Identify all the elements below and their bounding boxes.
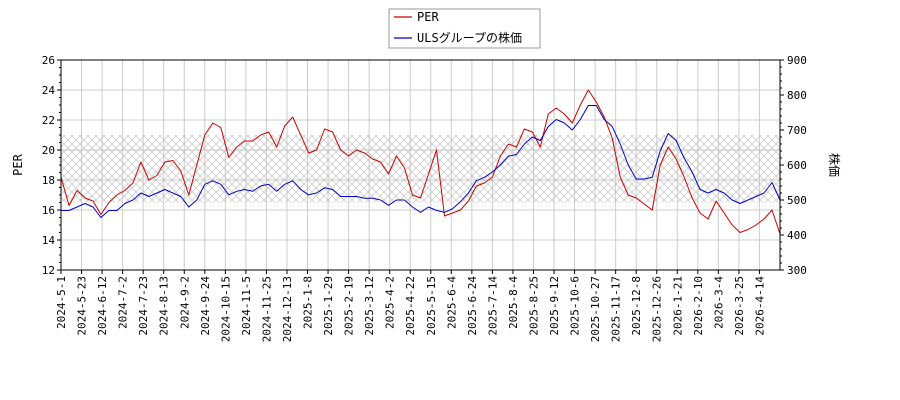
left-tick-label: 16 [42,204,55,217]
x-tick-label: 2024-6-12 [96,276,109,336]
x-tick-label: 2024-8-13 [158,276,171,336]
legend-label-per: PER [417,10,439,24]
right-tick-label: 300 [787,264,807,277]
x-tick-label: 2025-11-17 [610,276,623,342]
x-tick-label: 2025-6-4 [445,276,458,329]
x-tick-label: 2024-9-24 [199,276,212,336]
right-tick-label: 400 [787,229,807,242]
price-series-line [61,105,780,218]
left-tick-label: 14 [42,234,56,247]
per-range-band [61,135,780,203]
right-tick-label: 800 [787,89,807,102]
x-tick-label: 2025-1-8 [302,276,315,329]
legend: PER ULSグループの株価 [388,8,541,49]
x-tick-label: 2024-11-5 [240,276,253,336]
x-tick-label: 2025-6-24 [466,276,479,336]
x-tick-label: 2025-10-6 [569,276,582,336]
x-tick-label: 2025-2-19 [343,276,356,336]
left-tick-label: 12 [42,264,55,277]
x-tick-label: 2024-5-23 [76,276,89,336]
x-tick-label: 2024-10-15 [219,276,232,342]
x-tick-label: 2026-1-21 [671,276,684,336]
x-tick-label: 2024-11-25 [260,276,273,342]
right-tick-label: 600 [787,159,807,172]
legend-label-price: ULSグループの株価 [417,30,522,45]
x-tick-label: 2025-4-2 [384,276,397,329]
right-axis-title: 株価 [827,153,842,177]
left-axis-title: PER [11,153,25,175]
x-tick-label: 2025-10-27 [589,276,602,342]
x-tick-label: 2026-3-4 [712,276,725,329]
x-tick-label: 2025-7-14 [486,276,499,336]
x-tick-label: 2025-5-15 [425,276,438,336]
left-tick-label: 26 [42,54,55,67]
left-tick-label: 20 [42,144,55,157]
x-tick-label: 2025-1-29 [322,276,335,336]
x-tick-label: 2025-8-25 [527,276,540,336]
left-tick-label: 24 [42,84,56,97]
x-tick-label: 2026-4-14 [753,276,766,336]
x-tick-label: 2025-9-12 [548,276,561,336]
x-tick-label: 2024-5-1 [55,276,68,329]
x-tick-label: 2026-3-25 [733,276,746,336]
x-tick-label: 2024-7-2 [117,276,130,329]
left-tick-label: 22 [42,114,55,127]
x-tick-label: 2025-12-26 [651,276,664,342]
x-tick-label: 2025-4-22 [404,276,417,336]
x-tick-label: 2024-7-23 [137,276,150,336]
x-tick-label: 2025-8-4 [507,276,520,329]
left-tick-label: 18 [42,174,55,187]
x-tick-label: 2025-12-8 [630,276,643,336]
right-tick-label: 900 [787,54,807,67]
per-series-line [61,89,780,235]
x-tick-label: 2025-3-12 [363,276,376,336]
x-tick-label: 2024-12-13 [281,276,294,342]
right-tick-label: 500 [787,194,807,207]
right-tick-label: 700 [787,124,807,137]
x-tick-label: 2024-9-2 [178,276,191,329]
x-tick-label: 2026-2-10 [692,276,705,336]
